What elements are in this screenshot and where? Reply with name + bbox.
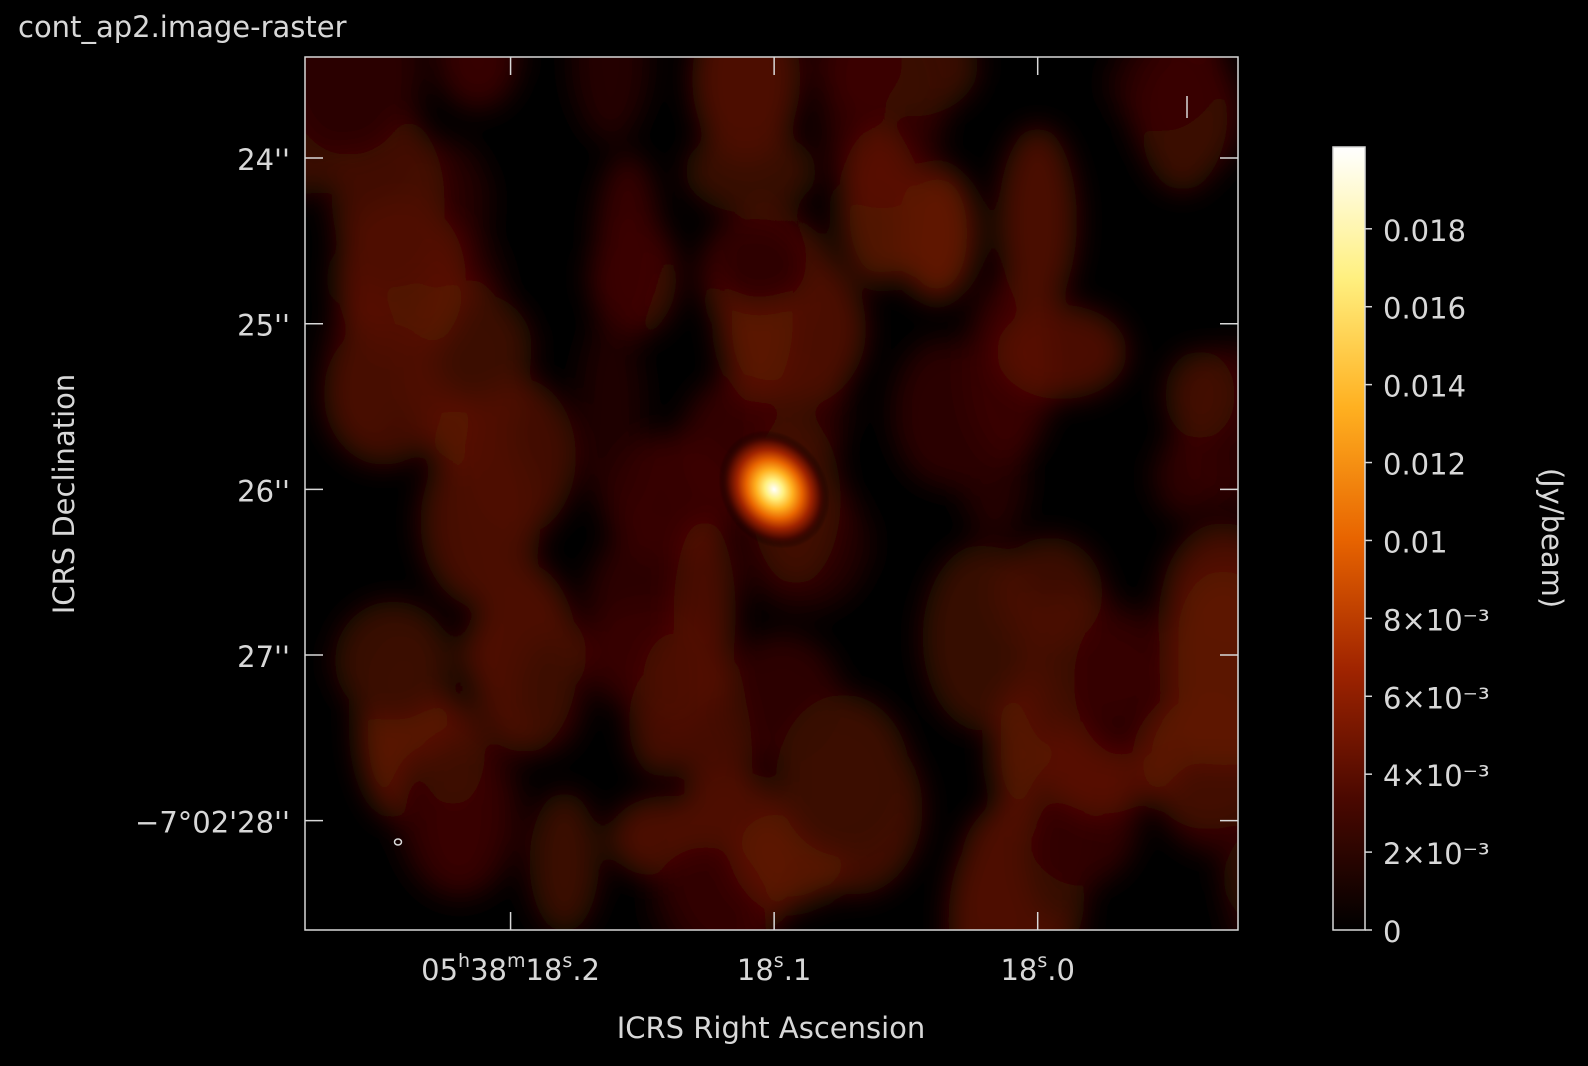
colorbar-tick-label: 0.01	[1383, 525, 1448, 559]
colorbar-tick-label: 2×10⁻³	[1383, 837, 1490, 871]
noise-blob	[839, 127, 921, 285]
noise-blob	[324, 323, 444, 465]
noise-blob	[529, 791, 599, 933]
colorbar-tick-label: 0.018	[1383, 214, 1466, 248]
colorbar-tick-label: 8×10⁻³	[1383, 603, 1490, 637]
chart-title: cont_ap2.image-raster	[18, 10, 347, 44]
noise-blob	[1154, 434, 1218, 519]
colorbar-tick-label: 4×10⁻³	[1383, 759, 1490, 793]
noise-blob	[1165, 351, 1235, 439]
noise-blob	[596, 153, 660, 325]
y-tick-label: 25''	[237, 309, 290, 343]
noise-blob	[578, 312, 644, 512]
colorbar	[1333, 147, 1365, 930]
noise-blob	[997, 305, 1127, 399]
noise-blob	[712, 218, 806, 307]
page: cont_ap2.image-raster ICRS Right Ascensi…	[0, 0, 1588, 1066]
colorbar-tick-label: 0	[1383, 915, 1401, 949]
noise-blob	[777, 695, 910, 857]
y-tick-label: 26''	[237, 474, 290, 508]
noise-blob	[643, 634, 706, 727]
noise-blob	[998, 127, 1077, 315]
x-axis-label: ICRS Right Ascension	[617, 1011, 926, 1045]
y-axis-label: ICRS Declination	[47, 374, 81, 615]
colorbar-tick-label: 0.012	[1383, 448, 1466, 482]
noise-blob	[1026, 797, 1097, 925]
chart: cont_ap2.image-raster ICRS Right Ascensi…	[0, 0, 1588, 1066]
noise-blob	[518, 637, 583, 750]
noise-blob	[335, 601, 452, 720]
colorbar-tick-label: 0.014	[1383, 370, 1466, 404]
colorbar-tick-label: 0.016	[1383, 292, 1466, 326]
noise-blob	[465, 379, 576, 535]
colorbar-tick-label: 6×10⁻³	[1383, 681, 1490, 715]
colorbar-label: (Jy/beam)	[1535, 468, 1569, 608]
y-tick-label: 27''	[237, 640, 290, 674]
y-tick-label: −7°02'28''	[135, 806, 290, 840]
noise-blob	[421, 739, 498, 886]
y-tick-label: 24''	[237, 143, 290, 177]
noise-blob	[996, 537, 1102, 647]
